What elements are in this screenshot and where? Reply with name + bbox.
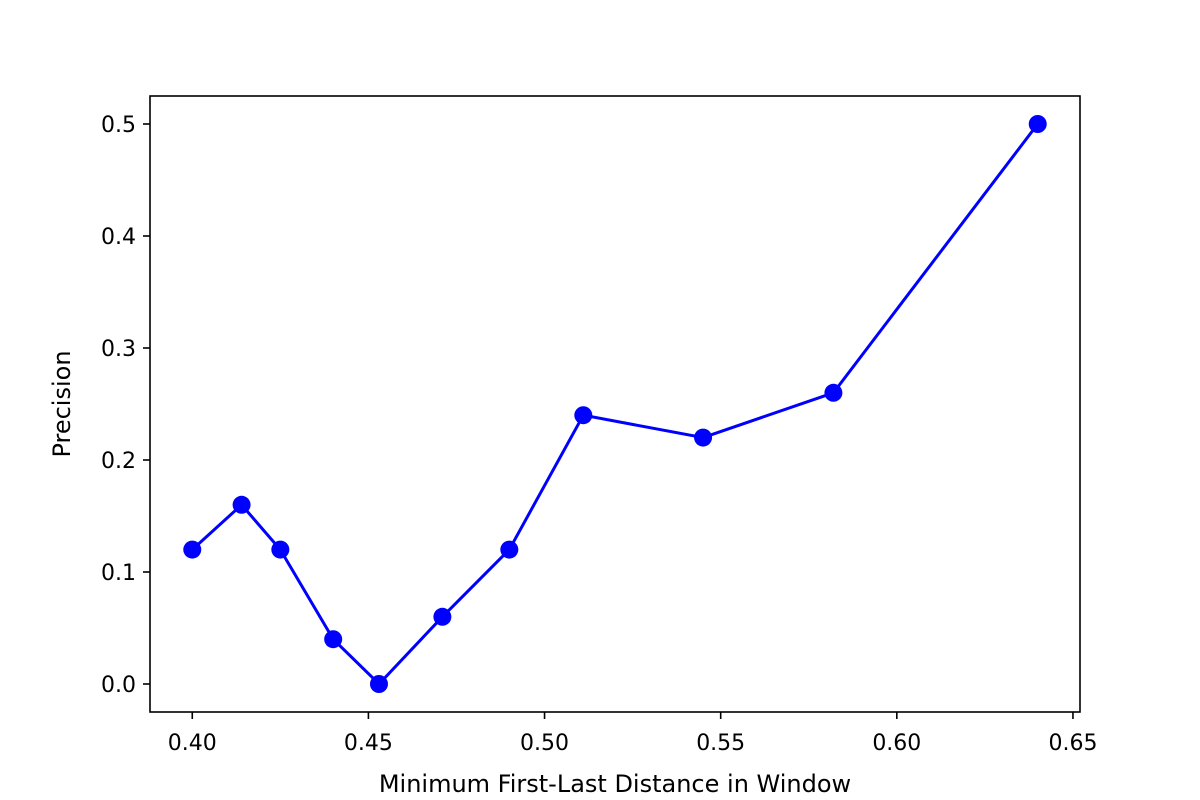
data-point (183, 540, 202, 559)
data-point (369, 675, 388, 693)
y-tick-label: 0.1 (101, 561, 136, 586)
x-tick-label: 0.60 (872, 731, 921, 756)
data-point (1028, 115, 1047, 133)
data-point (433, 607, 452, 626)
data-point (694, 428, 713, 447)
y-tick-label: 0.3 (101, 337, 136, 362)
data-point (271, 540, 290, 559)
data-point (824, 383, 843, 402)
data-point (574, 406, 593, 425)
axis-ticks: 0.40 0.45 0.50 0.55 0.60 0.65 0.0 0.1 0.2 0.3 0.4 0… (101, 113, 1097, 756)
series-layer (183, 115, 1047, 693)
y-tick-label: 0.5 (101, 113, 136, 138)
x-tick-label: 0.40 (168, 731, 217, 756)
x-tick-label: 0.45 (344, 731, 393, 756)
x-tick-label: 0.55 (696, 731, 745, 756)
x-axis-label: Minimum First-Last Distance in Window (379, 770, 851, 798)
y-tick-label: 0.2 (101, 449, 136, 474)
x-tick-label: 0.50 (520, 731, 569, 756)
x-tick-label: 0.65 (1048, 731, 1097, 756)
y-tick-label: 0.4 (101, 225, 136, 250)
data-point (500, 540, 519, 559)
y-tick-label: 0.0 (101, 673, 136, 698)
data-point (232, 495, 251, 514)
y-axis-label: Precision (48, 350, 76, 457)
plot-frame (149, 95, 1081, 713)
data-point (324, 630, 343, 649)
